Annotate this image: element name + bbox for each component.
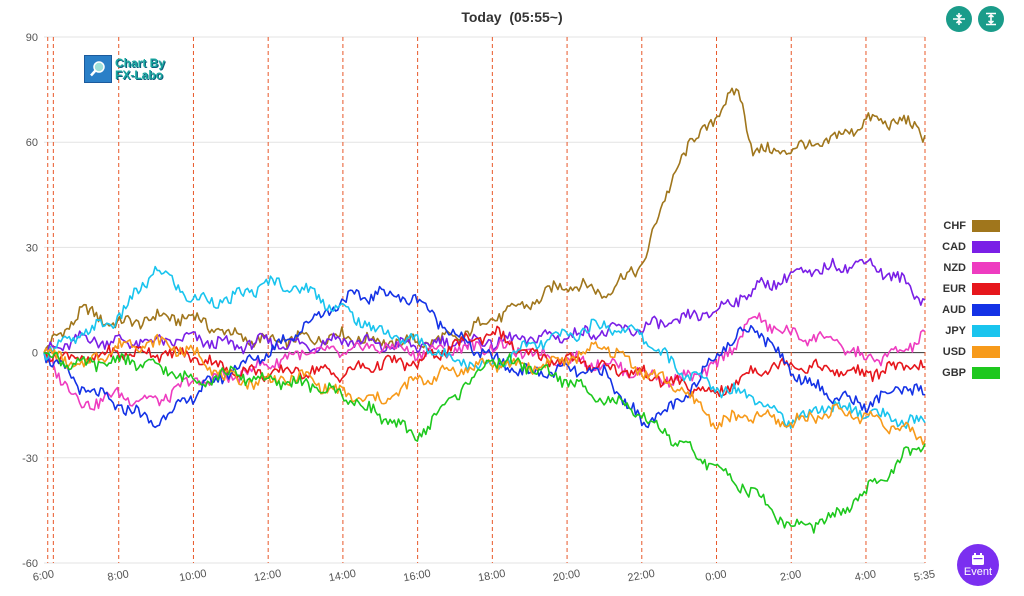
- x-tick-label: 20:00: [552, 568, 581, 585]
- logo-line2: FX-Labo: [115, 68, 163, 82]
- legend-label: CAD: [942, 240, 966, 253]
- legend-label: GBP: [942, 366, 966, 379]
- series-line-aud: [43, 285, 926, 429]
- event-button[interactable]: Event: [957, 544, 999, 586]
- x-tick-label: 22:00: [627, 568, 656, 585]
- legend-item-chf[interactable]: CHF: [930, 215, 1000, 236]
- x-tick-label: 5:35: [913, 568, 936, 584]
- legend-item-aud[interactable]: AUD: [930, 299, 1000, 320]
- event-label: Event: [963, 565, 993, 578]
- expand-icon: [986, 12, 996, 26]
- legend-item-eur[interactable]: EUR: [930, 278, 1000, 299]
- legend-swatch: [972, 219, 1000, 232]
- series-line-cad: [43, 257, 926, 355]
- series-line-chf: [43, 87, 926, 353]
- legend-item-usd[interactable]: USD: [930, 341, 1000, 362]
- legend-item-jpy[interactable]: JPY: [930, 320, 1000, 341]
- series-line-nzd: [43, 312, 926, 411]
- y-tick-label: 60: [26, 137, 38, 149]
- x-tick-label: 6:00: [32, 568, 55, 584]
- legend-swatch: [972, 261, 1000, 274]
- logo-line1: Chart By: [115, 56, 166, 70]
- x-tick-label: 0:00: [704, 568, 727, 584]
- series-line-gbp: [43, 351, 926, 534]
- legend-swatch: [972, 324, 1000, 337]
- chart-title: Today (05:55~): [0, 9, 1024, 25]
- legend-label: AUD: [942, 303, 966, 316]
- compress-vertical-button[interactable]: [946, 6, 972, 32]
- calendar-icon: [972, 552, 984, 565]
- legend-label: CHF: [943, 219, 966, 232]
- title-time: (05:55~): [509, 9, 563, 25]
- legend-swatch: [972, 366, 1000, 379]
- y-tick-label: 0: [32, 348, 38, 360]
- legend-swatch: [972, 345, 1000, 358]
- y-tick-label: -60: [22, 558, 38, 570]
- chart-logo: Chart By FX-Labo: [84, 55, 165, 83]
- expand-vertical-button[interactable]: [978, 6, 1004, 32]
- legend-swatch: [972, 282, 1000, 295]
- series-line-usd: [43, 333, 926, 446]
- legend-label: EUR: [942, 282, 966, 295]
- x-tick-label: 2:00: [779, 568, 802, 584]
- title-label: Today: [461, 9, 502, 25]
- y-tick-label: -30: [22, 453, 38, 465]
- legend-item-cad[interactable]: CAD: [930, 236, 1000, 257]
- legend: CHF CAD NZD EUR AUD JPY USD GBP: [930, 215, 1000, 383]
- legend-label: USD: [942, 345, 966, 358]
- x-tick-label: 14:00: [328, 568, 357, 585]
- legend-item-nzd[interactable]: NZD: [930, 257, 1000, 278]
- x-tick-label: 8:00: [107, 568, 130, 584]
- series-line-eur: [43, 325, 926, 398]
- y-tick-label: 90: [26, 32, 38, 44]
- magnifier-logo-icon: [84, 55, 112, 83]
- x-tick-label: 10:00: [178, 568, 207, 585]
- x-tick-label: 18:00: [477, 568, 506, 585]
- x-tick-label: 16:00: [403, 568, 432, 585]
- y-tick-label: 30: [26, 242, 38, 254]
- legend-swatch: [972, 303, 1000, 316]
- legend-label: JPY: [945, 324, 966, 337]
- legend-item-gbp[interactable]: GBP: [930, 362, 1000, 383]
- x-tick-label: 4:00: [854, 568, 877, 584]
- compress-icon: [953, 13, 965, 25]
- legend-swatch: [972, 240, 1000, 253]
- x-tick-label: 12:00: [253, 568, 282, 585]
- legend-label: NZD: [943, 261, 966, 274]
